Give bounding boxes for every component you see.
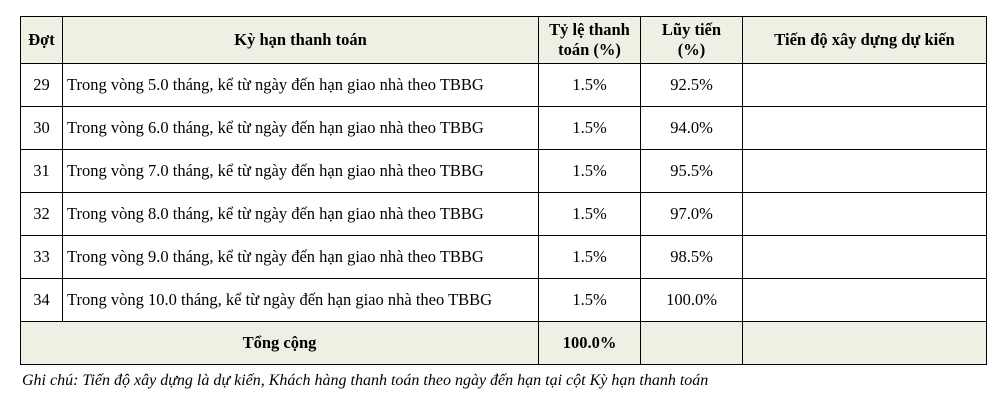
progress-cell (742, 235, 987, 279)
table-row: 31 Trong vòng 7.0 tháng, kể từ ngày đến … (20, 149, 987, 193)
payment-term-cell: Trong vòng 6.0 tháng, kể từ ngày đến hạn… (62, 106, 539, 150)
payment-term-cell: Trong vòng 9.0 tháng, kể từ ngày đến hạn… (62, 235, 539, 279)
cumulative-cell: 100.0% (640, 278, 743, 322)
installment-cell: 30 (20, 106, 63, 150)
payment-rate-cell: 1.5% (538, 192, 641, 236)
payment-term-cell: Trong vòng 10.0 tháng, kể từ ngày đến hạ… (62, 278, 539, 322)
payment-rate-cell: 1.5% (538, 106, 641, 150)
installment-cell: 31 (20, 149, 63, 193)
header-cumulative: Lũy tiến (%) (640, 16, 743, 64)
installment-cell: 34 (20, 278, 63, 322)
installment-cell: 29 (20, 63, 63, 107)
cumulative-cell: 98.5% (640, 235, 743, 279)
footnote: Ghi chú: Tiến độ xây dựng là dự kiến, Kh… (22, 372, 709, 389)
progress-cell (742, 192, 987, 236)
table-row: 32 Trong vòng 8.0 tháng, kể từ ngày đến … (20, 192, 987, 236)
progress-cell (742, 278, 987, 322)
progress-cell (742, 63, 987, 107)
payment-term-cell: Trong vòng 5.0 tháng, kể từ ngày đến hạn… (62, 63, 539, 107)
table-row: 33 Trong vòng 9.0 tháng, kể từ ngày đến … (20, 235, 987, 279)
table-row: 29 Trong vòng 5.0 tháng, kể từ ngày đến … (20, 63, 987, 107)
table-row: 30 Trong vòng 6.0 tháng, kể từ ngày đến … (20, 106, 987, 150)
payment-rate-cell: 1.5% (538, 235, 641, 279)
cumulative-cell: 97.0% (640, 192, 743, 236)
total-empty-cell (742, 321, 987, 365)
installment-cell: 33 (20, 235, 63, 279)
header-installment: Đợt (20, 16, 63, 64)
total-row: Tổng cộng 100.0% (20, 321, 987, 365)
cumulative-cell: 92.5% (640, 63, 743, 107)
payment-schedule-table: Đợt Kỳ hạn thanh toán Tỷ lệ thanh toán (… (20, 16, 987, 365)
installment-cell: 32 (20, 192, 63, 236)
total-label: Tổng cộng (20, 321, 539, 365)
total-value: 100.0% (538, 321, 641, 365)
payment-rate-cell: 1.5% (538, 63, 641, 107)
header-cumulative-line2: (%) (677, 40, 706, 59)
header-payment-rate: Tỷ lệ thanh toán (%) (538, 16, 641, 64)
progress-cell (742, 106, 987, 150)
cumulative-cell: 95.5% (640, 149, 743, 193)
table-row: 34 Trong vòng 10.0 tháng, kể từ ngày đến… (20, 278, 987, 322)
header-payment-rate-line1: Tỷ lệ thanh (549, 20, 630, 39)
progress-cell (742, 149, 987, 193)
payment-rate-cell: 1.5% (538, 278, 641, 322)
payment-term-cell: Trong vòng 7.0 tháng, kể từ ngày đến hạn… (62, 149, 539, 193)
cumulative-cell: 94.0% (640, 106, 743, 150)
table-header-row: Đợt Kỳ hạn thanh toán Tỷ lệ thanh toán (… (20, 16, 987, 64)
payment-term-cell: Trong vòng 8.0 tháng, kể từ ngày đến hạn… (62, 192, 539, 236)
payment-rate-cell: 1.5% (538, 149, 641, 193)
header-progress: Tiến độ xây dựng dự kiến (742, 16, 987, 64)
header-payment-rate-line2: toán (%) (558, 40, 621, 59)
total-empty-cell (640, 321, 743, 365)
header-cumulative-line1: Lũy tiến (661, 20, 722, 39)
header-payment-term: Kỳ hạn thanh toán (62, 16, 539, 64)
